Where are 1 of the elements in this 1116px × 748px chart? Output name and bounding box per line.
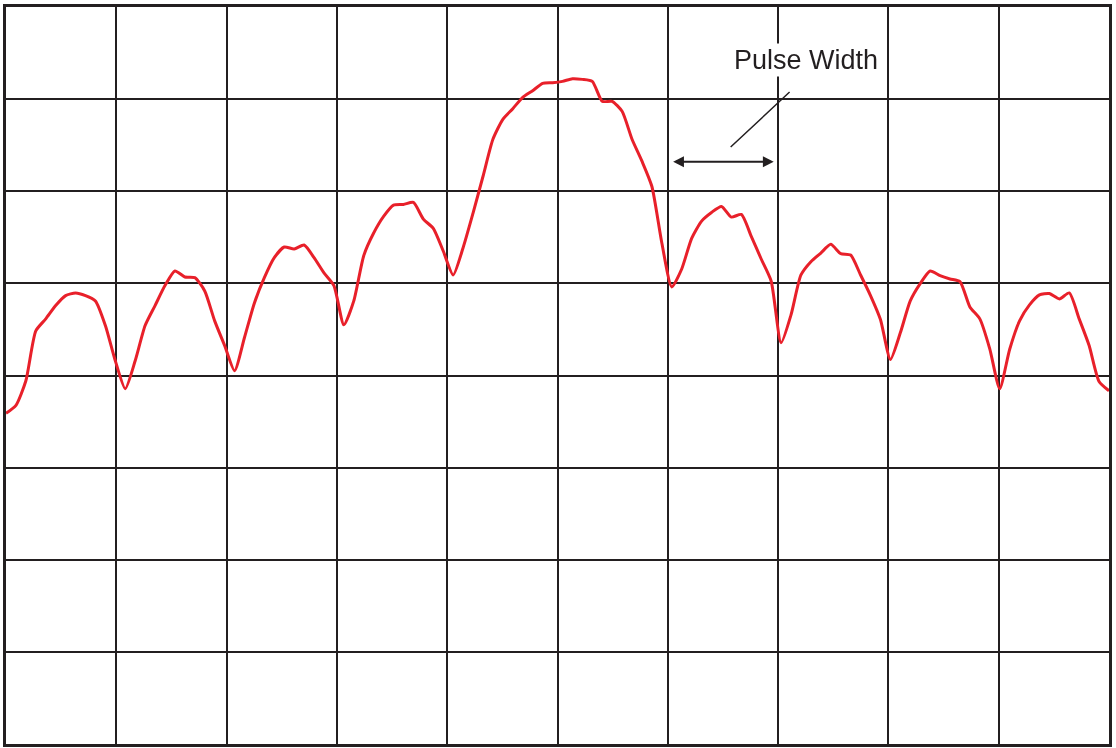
text: Pulse Width xyxy=(734,45,879,75)
